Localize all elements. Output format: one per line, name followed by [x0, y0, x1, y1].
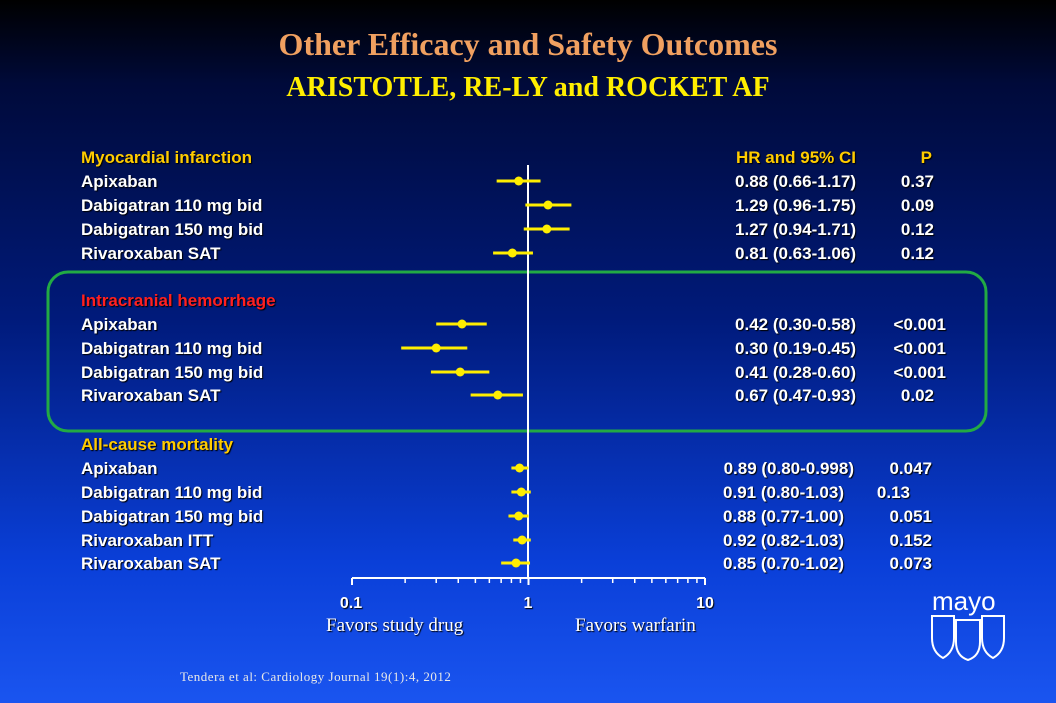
hr-point: [515, 463, 525, 473]
axis-tick-label: 0.1: [339, 595, 363, 612]
axis-tick-label: 10: [696, 595, 714, 612]
mayo-logo-text: mayo: [932, 586, 996, 616]
row-label: Rivaroxaban SAT: [81, 386, 221, 405]
row-label: Rivaroxaban SAT: [81, 554, 221, 573]
mayo-shields-icon: [931, 615, 1005, 662]
hr-point: [457, 319, 467, 329]
hr-point: [514, 511, 524, 521]
citation: Tendera et al: Cardiology Journal 19(1):…: [180, 669, 452, 684]
hr-point: [542, 224, 552, 234]
row-label: Rivaroxaban ITT: [81, 531, 214, 550]
p-value: 0.02: [900, 386, 934, 405]
hr-value: 0.88 (0.66-1.17): [735, 172, 856, 191]
p-value: 0.047: [889, 459, 932, 478]
hr-value: 0.91 (0.80-1.03): [723, 483, 844, 502]
hr-value: 0.85 (0.70-1.02): [723, 554, 844, 573]
row-label: Dabigatran 110 mg bid: [81, 196, 263, 215]
page-title: Other Efficacy and Safety Outcomes: [278, 26, 778, 62]
row-label: Dabigatran 110 mg bid: [81, 483, 263, 502]
p-value: 0.073: [889, 554, 932, 573]
hr-value: 0.92 (0.82-1.03): [723, 531, 844, 550]
p-value: 0.09: [900, 196, 934, 215]
hr-point: [514, 176, 524, 186]
p-value: 0.152: [889, 531, 932, 550]
p-value: 0.13: [876, 483, 910, 502]
hr-value: 0.81 (0.63-1.06): [735, 244, 856, 263]
section-header-mi: Myocardial infarction: [81, 148, 252, 167]
hr-point: [493, 390, 503, 400]
page-subtitle: ARISTOTLE, RE-LY and ROCKET AF: [286, 72, 770, 103]
hr-value: 0.89 (0.80-0.998): [723, 459, 854, 478]
p-value: 0.051: [889, 507, 932, 526]
p-value: <0.001: [893, 363, 946, 382]
p-column-header: P: [920, 148, 932, 167]
row-label: Apixaban: [81, 315, 158, 334]
hr-value: 0.88 (0.77-1.00): [723, 507, 844, 526]
p-value: 0.12: [900, 244, 934, 263]
hr-point: [516, 487, 526, 497]
row-label: Apixaban: [81, 459, 158, 478]
hr-value: 0.41 (0.28-0.60): [735, 363, 856, 382]
p-value: <0.001: [893, 315, 946, 334]
hr-value: 1.27 (0.94-1.71): [735, 220, 856, 239]
hr-point: [455, 367, 465, 377]
section-header-ich: Intracranial hemorrhage: [81, 291, 276, 310]
p-value: 0.12: [900, 220, 934, 239]
hr-point: [517, 535, 527, 545]
row-label: Dabigatran 150 mg bid: [81, 507, 264, 526]
hr-point: [431, 343, 441, 353]
p-value: 0.37: [900, 172, 934, 191]
section-header-mortality: All-cause mortality: [81, 435, 234, 454]
favors-warfarin-label: Favors warfarin: [575, 615, 696, 636]
row-label: Rivaroxaban SAT: [81, 244, 221, 263]
hr-point: [543, 200, 553, 210]
hr-point: [511, 558, 521, 568]
row-label: Dabigatran 150 mg bid: [81, 220, 264, 239]
hr-point: [507, 248, 517, 258]
axis-tick-label: 1: [523, 595, 533, 612]
hr-value: 0.42 (0.30-0.58): [735, 315, 856, 334]
hr-value: 1.29 (0.96-1.75): [735, 196, 856, 215]
highlight-box: [46, 270, 988, 433]
favors-study-drug-label: Favors study drug: [326, 615, 464, 636]
hr-value: 0.30 (0.19-0.45): [735, 339, 856, 358]
row-label: Apixaban: [81, 172, 158, 191]
hr-value: 0.67 (0.47-0.93): [735, 386, 856, 405]
hr-column-header: HR and 95% CI: [736, 148, 856, 167]
p-value: <0.001: [893, 339, 946, 358]
row-label: Dabigatran 150 mg bid: [81, 363, 264, 382]
row-label: Dabigatran 110 mg bid: [81, 339, 263, 358]
